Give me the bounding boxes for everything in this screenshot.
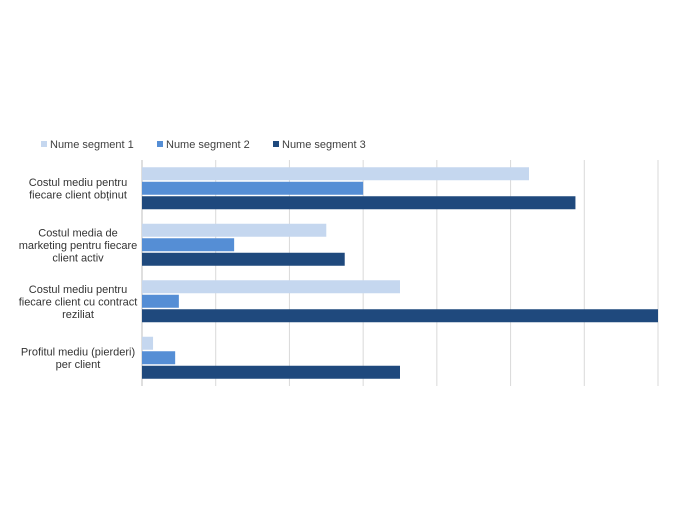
category-labels: Costul mediu pentru fiecare client obținu… (19, 177, 138, 371)
bar (142, 252, 345, 266)
bar (142, 167, 529, 181)
legend-swatch (41, 141, 47, 147)
category-label: Costul media de marketing pentru fiecare c… (19, 227, 138, 264)
legend-swatch (273, 141, 279, 147)
legend-label: Nume segment 1 (50, 139, 134, 151)
legend-label: Nume segment 3 (282, 139, 366, 151)
bar (142, 351, 176, 365)
bar (142, 181, 364, 195)
legend-label: Nume segment 2 (166, 139, 250, 151)
bar (142, 223, 327, 237)
bar (142, 294, 179, 308)
legend-swatch (157, 141, 163, 147)
bar (142, 365, 400, 379)
category-label: Costul mediu pentru fiecare client cu con… (19, 284, 138, 321)
bar (142, 196, 576, 210)
category-label: Costul mediu pentru fiecare client obținu… (29, 177, 127, 202)
legend: Nume segment 1 Nume segment 2 Nume segment… (41, 139, 366, 151)
category-label: Profitul mediu (pierderi) per client (21, 347, 135, 372)
bar (142, 238, 235, 252)
bar (142, 309, 658, 323)
bar (142, 280, 400, 294)
bars (142, 167, 658, 379)
bar (142, 336, 154, 350)
